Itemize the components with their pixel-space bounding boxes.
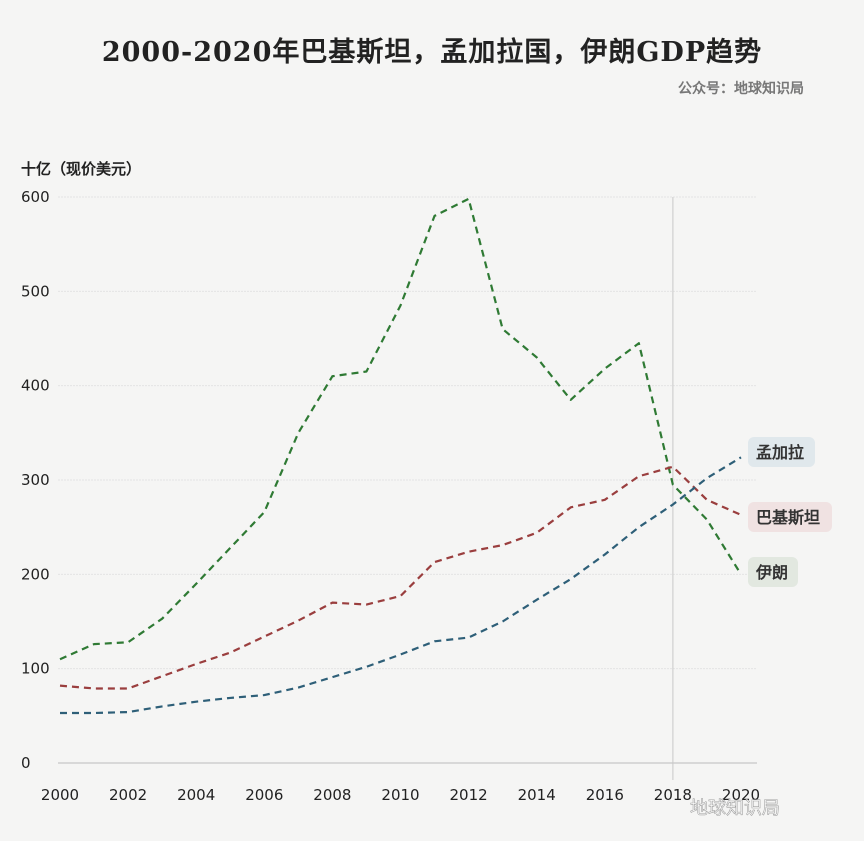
x-tick-label: 2016	[586, 786, 624, 804]
chart-source: 公众号：地球知识局	[678, 81, 804, 97]
series-line-巴基斯坦	[59, 465, 742, 690]
x-tick-label: 2018	[654, 786, 692, 804]
x-tick-label: 2000	[41, 786, 79, 804]
y-tick-label: 100	[21, 660, 50, 678]
y-tick-label: 300	[21, 471, 50, 489]
y-tick-label: 200	[21, 565, 50, 583]
legend-label: 孟加拉	[756, 443, 804, 462]
y-tick-label: 400	[21, 377, 50, 395]
x-tick-label: 2002	[109, 786, 147, 804]
y-tick-label: 500	[21, 282, 50, 300]
legend-badge	[748, 557, 798, 587]
x-tick-label: 2006	[245, 786, 283, 804]
x-tick-label: 2014	[518, 786, 556, 804]
legend-label: 巴基斯坦	[756, 508, 820, 527]
x-tick-label: 2008	[313, 786, 351, 804]
y-tick-label: 0	[21, 754, 31, 772]
series-line-伊朗	[59, 197, 742, 661]
y-axis-label: 十亿（现价美元）	[21, 160, 142, 178]
x-tick-label: 2020	[722, 786, 760, 804]
x-tick-label: 2010	[381, 786, 419, 804]
y-tick-label: 600	[21, 188, 50, 206]
series-line-孟加拉	[60, 456, 742, 715]
legend-badge	[748, 437, 815, 467]
x-tick-label: 2004	[177, 786, 215, 804]
legend-label: 伊朗	[755, 563, 788, 582]
x-tick-label: 2012	[450, 786, 488, 804]
legend-badge	[748, 502, 832, 532]
watermark: 地球知识局	[690, 798, 781, 820]
chart-title: 2000-2020年巴基斯坦，孟加拉国，伊朗GDP趋势	[101, 37, 763, 68]
